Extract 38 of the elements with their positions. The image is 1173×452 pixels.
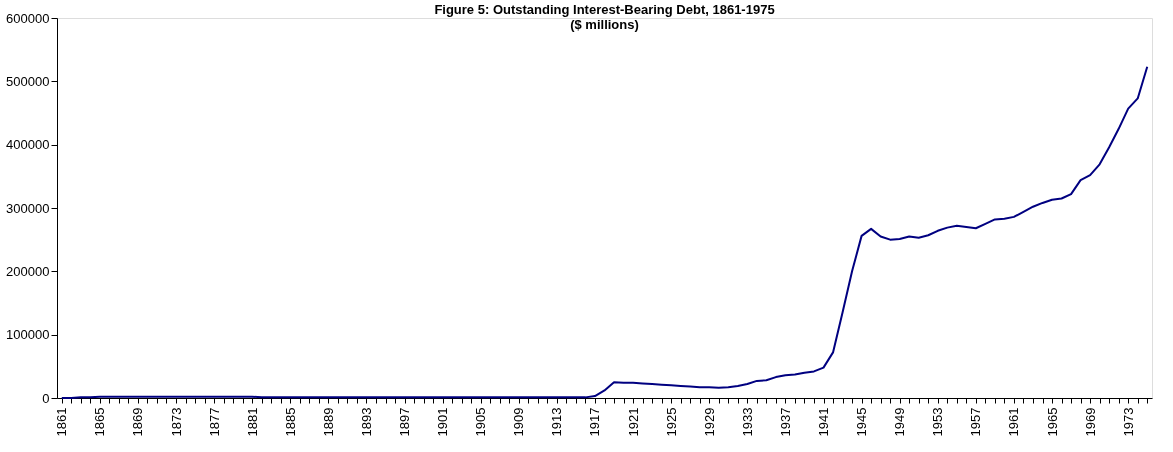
x-tick-label: 1865 bbox=[92, 407, 108, 437]
y-tick-label: 500000 bbox=[6, 73, 50, 89]
x-tick-label: 1941 bbox=[816, 407, 831, 437]
x-tick-label: 1869 bbox=[130, 407, 146, 437]
line-series bbox=[60, 65, 1149, 399]
x-tick-label: 1889 bbox=[320, 407, 336, 437]
x-tick-label: 1957 bbox=[968, 407, 984, 437]
y-tick-label: 300000 bbox=[6, 200, 50, 216]
x-tick-label: 1969 bbox=[1082, 407, 1098, 437]
x-tick-label: 1953 bbox=[930, 407, 946, 437]
x-tick-label: 1933 bbox=[739, 407, 755, 437]
x-tick-label: 1885 bbox=[282, 407, 298, 437]
y-tick-label: 200000 bbox=[6, 263, 50, 279]
x-tick-label: 1945 bbox=[854, 407, 870, 437]
x-tick-label: 1973 bbox=[1120, 407, 1136, 437]
x-tick-label: 1921 bbox=[625, 407, 641, 437]
y-tick-label: 600000 bbox=[6, 10, 50, 26]
x-tick-label: 1873 bbox=[168, 407, 184, 437]
x-tick-label: 1913 bbox=[549, 407, 565, 437]
x-tick-label: 1929 bbox=[701, 407, 717, 437]
x-tick-label: 1893 bbox=[358, 407, 374, 437]
y-tick-label: 400000 bbox=[6, 137, 50, 153]
x-tick-label: 1861 bbox=[54, 407, 70, 437]
x-tick-label: 1961 bbox=[1006, 407, 1022, 437]
x-tick-label: 1965 bbox=[1044, 407, 1060, 437]
x-tick-label: 1881 bbox=[244, 407, 260, 437]
x-tick-label: 1937 bbox=[777, 407, 793, 437]
x-tick-label: 1949 bbox=[892, 407, 908, 437]
x-tick-label: 1909 bbox=[511, 407, 527, 437]
x-tick-label: 1905 bbox=[473, 407, 489, 437]
y-tick-label: 100000 bbox=[6, 327, 50, 343]
x-tick-label: 1917 bbox=[587, 407, 603, 437]
x-tick-label: 1925 bbox=[663, 407, 679, 437]
chart-title: Figure 5: Outstanding Interest-Bearing Debt, 1861-1975 ($ millions) bbox=[434, 2, 775, 32]
x-tick-label: 1901 bbox=[435, 407, 451, 437]
x-tick-label: 1897 bbox=[397, 407, 413, 437]
x-tick-label: 1877 bbox=[206, 407, 222, 437]
y-tick-label: 0 bbox=[42, 390, 50, 406]
